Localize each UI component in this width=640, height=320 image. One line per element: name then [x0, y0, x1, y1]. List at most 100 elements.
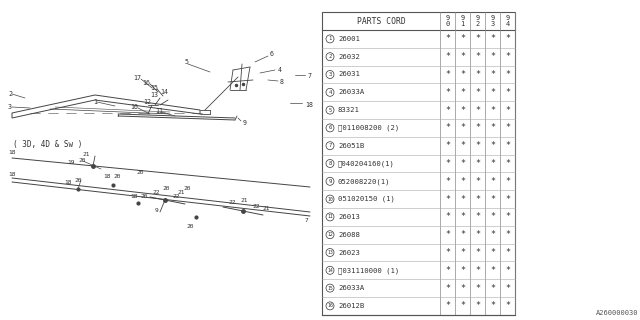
Text: *: * — [505, 195, 510, 204]
Text: *: * — [445, 70, 450, 79]
Text: *: * — [475, 212, 480, 221]
Text: 9: 9 — [476, 15, 479, 21]
Text: 26001: 26001 — [338, 36, 360, 42]
Text: *: * — [460, 195, 465, 204]
Text: *: * — [445, 141, 450, 150]
Text: 26012B: 26012B — [338, 303, 364, 309]
Text: *: * — [475, 88, 480, 97]
Text: 051020150 (1): 051020150 (1) — [338, 196, 395, 202]
Text: *: * — [475, 52, 480, 61]
Text: 20: 20 — [186, 225, 193, 229]
Text: 7: 7 — [308, 73, 312, 79]
Text: *: * — [445, 106, 450, 115]
Text: *: * — [475, 141, 480, 150]
Text: 20: 20 — [113, 174, 120, 180]
Text: 6: 6 — [328, 125, 332, 131]
Text: *: * — [460, 212, 465, 221]
Text: 20: 20 — [183, 186, 191, 190]
Text: *: * — [475, 230, 480, 239]
Text: *: * — [505, 248, 510, 257]
Text: 22: 22 — [152, 189, 159, 195]
Text: *: * — [505, 124, 510, 132]
Text: *: * — [490, 141, 495, 150]
Text: *: * — [490, 212, 495, 221]
Text: *: * — [445, 301, 450, 310]
Text: *: * — [475, 301, 480, 310]
Text: *: * — [505, 301, 510, 310]
Text: *: * — [490, 248, 495, 257]
Text: 18: 18 — [8, 172, 15, 178]
Text: *: * — [460, 266, 465, 275]
Text: *: * — [475, 284, 480, 292]
Text: *: * — [475, 195, 480, 204]
Text: 20: 20 — [74, 178, 81, 182]
Text: *: * — [505, 34, 510, 44]
Text: Ⓢ040204160(1): Ⓢ040204160(1) — [338, 160, 395, 167]
Text: *: * — [460, 159, 465, 168]
Text: *: * — [475, 34, 480, 44]
Text: *: * — [475, 177, 480, 186]
Text: 21: 21 — [82, 153, 90, 157]
Text: 2: 2 — [476, 20, 479, 27]
Text: 2: 2 — [8, 91, 12, 97]
Text: 16: 16 — [142, 80, 150, 86]
Text: *: * — [460, 52, 465, 61]
Text: Ⓑ011008200 (2): Ⓑ011008200 (2) — [338, 124, 399, 131]
Text: *: * — [505, 106, 510, 115]
Text: *: * — [490, 195, 495, 204]
Text: 13: 13 — [327, 250, 333, 255]
Text: *: * — [445, 52, 450, 61]
Text: 13: 13 — [150, 92, 158, 98]
Text: 26033A: 26033A — [338, 285, 364, 291]
Text: 3: 3 — [328, 72, 332, 77]
Text: *: * — [490, 106, 495, 115]
Text: 3: 3 — [490, 20, 495, 27]
Text: *: * — [475, 70, 480, 79]
Text: 26051B: 26051B — [338, 143, 364, 149]
Text: 5: 5 — [328, 108, 332, 113]
Text: 16: 16 — [327, 303, 333, 308]
Text: *: * — [445, 248, 450, 257]
Text: 1: 1 — [328, 36, 332, 41]
Text: 7: 7 — [328, 143, 332, 148]
Text: 21: 21 — [240, 198, 248, 204]
Text: *: * — [505, 159, 510, 168]
Text: 22: 22 — [172, 194, 179, 198]
Text: *: * — [490, 88, 495, 97]
Text: 20: 20 — [78, 157, 86, 163]
Text: 14: 14 — [327, 268, 333, 273]
Text: *: * — [505, 52, 510, 61]
Text: *: * — [460, 124, 465, 132]
Text: 20: 20 — [162, 187, 170, 191]
Text: *: * — [475, 124, 480, 132]
Text: *: * — [505, 212, 510, 221]
Text: 10: 10 — [130, 104, 138, 110]
Text: *: * — [460, 106, 465, 115]
Text: *: * — [460, 248, 465, 257]
Text: 20: 20 — [140, 195, 147, 199]
Text: 11: 11 — [155, 108, 163, 114]
Text: 83321: 83321 — [338, 107, 360, 113]
Text: 18: 18 — [130, 195, 138, 199]
Text: *: * — [460, 301, 465, 310]
Text: 3: 3 — [8, 104, 12, 110]
Text: 052008220(1): 052008220(1) — [338, 178, 390, 185]
Text: 26088: 26088 — [338, 232, 360, 238]
Text: *: * — [460, 141, 465, 150]
Text: 26031: 26031 — [338, 71, 360, 77]
Text: 9: 9 — [490, 15, 495, 21]
Text: *: * — [490, 124, 495, 132]
Text: *: * — [490, 177, 495, 186]
Text: ( 3D, 4D & Sw ): ( 3D, 4D & Sw ) — [13, 140, 83, 149]
Text: *: * — [490, 230, 495, 239]
Text: 21: 21 — [262, 205, 269, 211]
Text: *: * — [505, 230, 510, 239]
Text: 19: 19 — [67, 161, 74, 165]
Text: 9: 9 — [155, 207, 159, 212]
Text: 22: 22 — [228, 201, 236, 205]
Text: *: * — [475, 106, 480, 115]
Text: *: * — [490, 52, 495, 61]
Text: 20: 20 — [136, 170, 143, 174]
Text: 12: 12 — [327, 232, 333, 237]
Text: 7: 7 — [305, 218, 308, 222]
